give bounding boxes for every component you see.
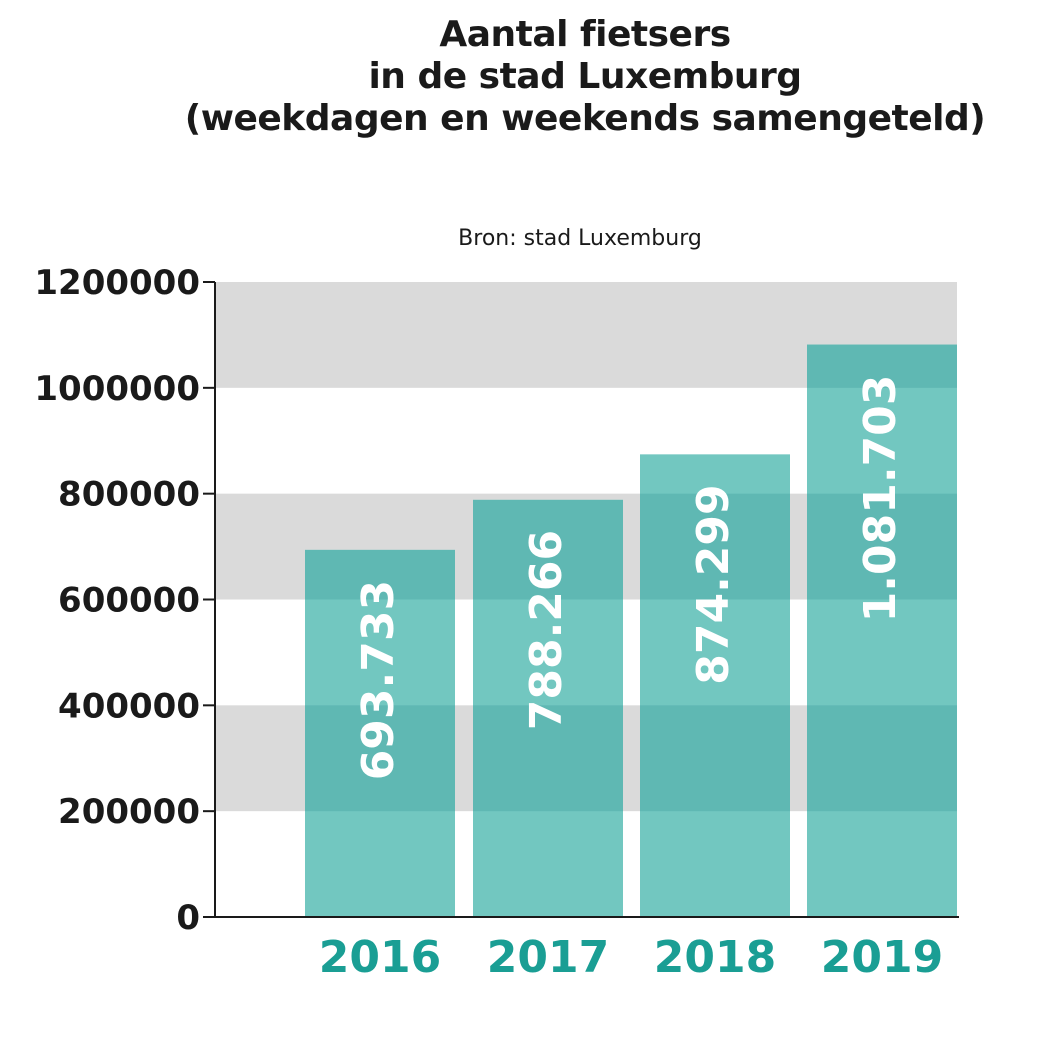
- y-tick-label: 600000: [58, 581, 200, 621]
- x-category-label: 2019: [821, 932, 943, 983]
- labels: 693.733 788.266 874.299 1.081.703 0 200000 400…: [34, 263, 943, 983]
- bar-band-overlay: [473, 705, 623, 812]
- axes: [203, 281, 959, 918]
- bar-band-overlay: [640, 705, 790, 812]
- bar-value-label: 1.081.703: [855, 375, 906, 623]
- x-category-label: 2017: [487, 932, 609, 983]
- y-tick-label: 800000: [58, 475, 200, 515]
- chart-title-line: in de stad Luxemburg: [368, 56, 802, 97]
- bar-value-label: 788.266: [521, 530, 572, 730]
- chart-source: Bron: stad Luxemburg: [458, 226, 702, 251]
- y-tick-label: 200000: [58, 792, 200, 832]
- bars: [305, 344, 957, 917]
- chart-title: Aantal fietsers in de stad Luxemburg (we…: [0, 14, 1040, 140]
- bar-value-label: 874.299: [688, 484, 739, 684]
- chart-title-line: (weekdagen en weekends samengeteld): [184, 98, 986, 139]
- bar-band-overlay: [305, 705, 455, 812]
- bar-band-overlay: [807, 493, 957, 600]
- bar-band-overlay: [640, 493, 790, 600]
- bar-band-overlay: [473, 499, 623, 600]
- y-tick-label: 400000: [58, 686, 200, 726]
- bar-band-overlay: [807, 344, 957, 388]
- bar-band-overlay: [807, 705, 957, 812]
- bar-value-label: 693.733: [353, 580, 404, 780]
- x-category-label: 2016: [319, 932, 441, 983]
- y-tick-label: 0: [176, 898, 200, 938]
- x-category-label: 2018: [654, 932, 776, 983]
- y-tick-label: 1000000: [34, 369, 200, 409]
- bar-band-overlay: [305, 549, 455, 600]
- y-tick-label: 1200000: [34, 263, 200, 303]
- bar: [807, 344, 957, 917]
- chart-title-line: Aantal fietsers: [439, 14, 731, 55]
